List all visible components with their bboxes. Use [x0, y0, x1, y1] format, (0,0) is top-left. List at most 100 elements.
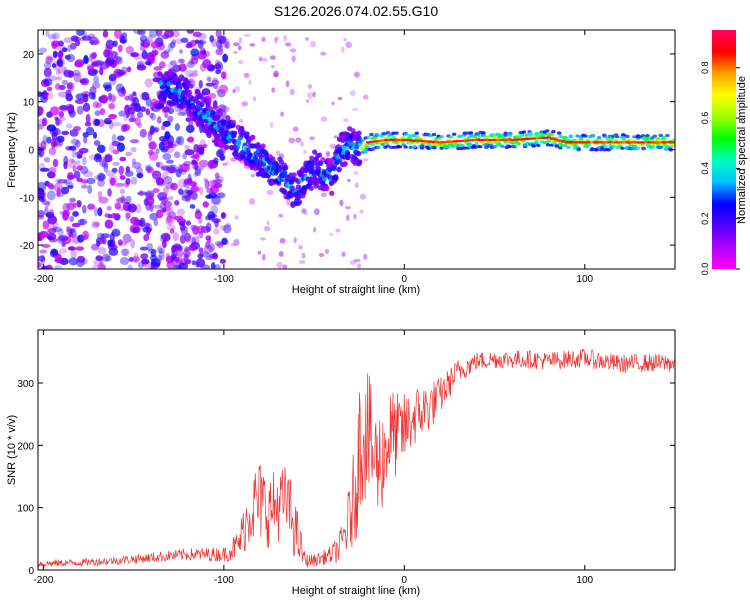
spectrogram-noise-cell: [166, 215, 173, 224]
spectrogram-noise-cell: [60, 186, 70, 195]
spectrogram-signal-cell: [222, 119, 229, 125]
spectrogram-noise-cell: [133, 52, 144, 61]
spectrogram-noise-cell: [65, 225, 71, 233]
spectrogram-noise-cell: [144, 78, 153, 88]
spectrogram-noise-cell: [286, 198, 291, 206]
spectrogram-signal-cell: [625, 134, 630, 138]
spectrogram-signal-cell: [219, 142, 225, 148]
spectrogram-noise-cell: [73, 126, 82, 132]
spectrogram-noise-cell: [185, 124, 195, 134]
spectrogram-signal-cell: [635, 146, 641, 150]
spectrogram-noise-cell: [73, 170, 81, 180]
spectrogram-noise-cell: [250, 174, 255, 178]
spectrogram-noise-cell: [343, 38, 347, 42]
spectrogram-noise-cell: [353, 258, 361, 263]
spectrogram-noise-cell: [357, 263, 362, 269]
spectrogram-core-cell: [394, 138, 400, 142]
spectrogram-noise-cell: [220, 212, 226, 219]
spectrogram-noise-cell: [111, 122, 122, 127]
spectrogram-noise-cell: [117, 239, 123, 246]
spectrogram-noise-cell: [58, 111, 65, 118]
spectrogram-noise-cell: [304, 211, 308, 216]
spectrogram-noise-cell: [38, 255, 46, 262]
spectrogram-signal-cell: [621, 135, 626, 139]
spectrogram-core-cell: [387, 138, 393, 142]
spectrogram-signal-cell: [628, 147, 634, 151]
spectrogram-noise-cell: [162, 171, 169, 180]
spectrogram-noise-cell: [158, 250, 165, 261]
spectrogram-noise-cell: [48, 225, 57, 231]
spectrogram-noise-cell: [155, 161, 161, 168]
spectrogram-signal-cell: [300, 193, 306, 199]
spectrogram-noise-cell: [269, 121, 274, 129]
spectrogram-noise-cell: [198, 166, 205, 171]
spectrogram-noise-cell: [100, 94, 109, 104]
spectrogram-noise-cell: [90, 39, 95, 45]
spectrogram-noise-cell: [80, 179, 89, 184]
spectrogram-noise-cell: [186, 177, 192, 185]
spectrogram-noise-cell: [151, 171, 157, 177]
spectrogram-signal-cell: [360, 138, 366, 142]
spectrogram-signal-cell: [187, 89, 193, 96]
spectrogram-signal-cell: [641, 147, 647, 151]
spectrogram-signal-cell: [359, 146, 365, 151]
spectrogram-noise-cell: [363, 253, 368, 261]
spectrogram-noise-cell: [195, 208, 201, 214]
spectrogram-noise-cell: [76, 200, 82, 208]
spectrogram-noise-cell: [180, 225, 188, 235]
spectrogram-noise-cell: [38, 210, 45, 218]
spectrogram-noise-cell: [362, 158, 369, 162]
spectrogram-noise-cell: [56, 135, 65, 143]
spectrogram-noise-cell: [128, 117, 137, 123]
spectrogram-noise-cell: [160, 232, 171, 242]
spectrogram-noise-cell: [127, 264, 133, 269]
spectrogram-noise-cell: [104, 84, 112, 92]
spectrogram-noise-cell: [215, 175, 224, 184]
spectrogram-noise-cell: [102, 253, 111, 262]
spectrogram-noise-cell: [293, 237, 297, 244]
spectrogram-noise-cell: [342, 118, 349, 123]
snr-plot-frame: [37, 329, 676, 571]
spectrogram-noise-cell: [52, 140, 58, 149]
spectrogram-noise-cell: [153, 219, 159, 227]
spectrogram-noise-cell: [118, 241, 127, 246]
spectrogram-signal-cell: [503, 131, 508, 135]
spectrogram-signal-cell: [333, 175, 339, 181]
spectrogram-noise-cell: [167, 206, 174, 213]
spectrogram-noise-cell: [95, 255, 103, 262]
spectrogram-noise-cell: [324, 248, 330, 254]
spectrogram-noise-cell: [163, 49, 171, 54]
spectrogram-signal-cell: [458, 134, 463, 138]
spectrogram-noise-cell: [238, 36, 243, 44]
spectrogram-noise-cell: [206, 76, 212, 83]
spectrogram-noise-cell: [91, 81, 101, 89]
spectrogram-noise-cell: [73, 72, 82, 83]
spectrogram-noise-cell: [211, 218, 221, 223]
spectrogram-signal-cell: [559, 143, 564, 147]
spectrogram-signal-cell: [295, 184, 301, 190]
spectrogram-noise-cell: [199, 47, 206, 55]
spectrogram-noise-cell: [85, 126, 95, 136]
spectrogram-noise-cell: [58, 248, 68, 254]
spectrogram-noise-cell: [167, 166, 177, 174]
spectrogram-signal-cell: [282, 170, 288, 176]
spectrogram-noise-cell: [288, 137, 296, 144]
spectrogram-core-cell: [650, 141, 656, 144]
snr-x-tick-label: -200: [33, 575, 53, 586]
spectrogram-noise-cell: [194, 235, 200, 245]
spectrogram-signal-cell: [661, 135, 667, 140]
spectrogram-signal-cell: [652, 134, 657, 138]
spectrogram-noise-cell: [192, 69, 198, 75]
spectrogram-noise-cell: [197, 32, 207, 41]
spectrogram-core-cell: [647, 141, 653, 144]
spectrogram-noise-cell: [352, 107, 359, 111]
spectrogram-noise-cell: [185, 259, 192, 265]
spectrogram-noise-cell: [125, 151, 133, 156]
spectrogram-signal-cell: [431, 132, 437, 137]
spectrogram-noise-cell: [80, 77, 90, 86]
spectrogram-noise-cell: [181, 189, 191, 199]
spectrogram-noise-cell: [178, 49, 183, 54]
spectrogram-signal-cell: [420, 144, 425, 148]
spectrogram-signal-cell: [403, 132, 409, 136]
spectrogram-noise-cell: [130, 216, 139, 225]
